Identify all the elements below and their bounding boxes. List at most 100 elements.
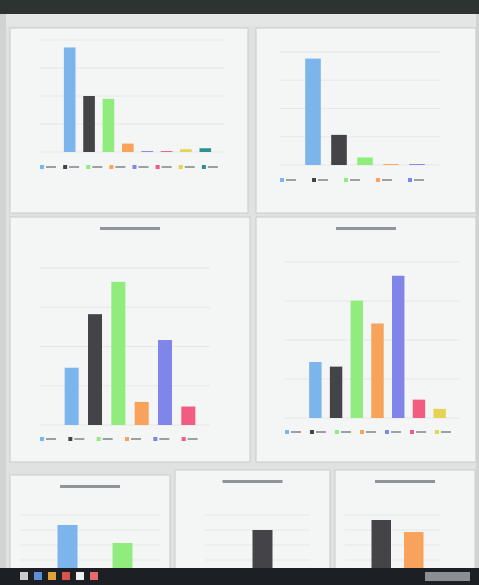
legend-text-placeholder — [316, 431, 326, 433]
bar — [111, 281, 126, 425]
legend-swatch — [96, 437, 101, 441]
legend-swatch — [109, 165, 114, 169]
legend-swatch — [280, 178, 284, 182]
legend-swatch — [63, 165, 68, 169]
bar — [199, 148, 212, 152]
bar — [102, 98, 115, 152]
legend-swatch — [310, 430, 314, 434]
legend-text-placeholder — [131, 438, 141, 440]
bar — [331, 134, 347, 165]
legend-swatch — [408, 178, 412, 182]
bar — [357, 157, 373, 165]
charts — [40, 47, 451, 575]
bar — [112, 543, 133, 575]
monitor-frame — [0, 0, 479, 14]
bar — [88, 314, 102, 425]
bar — [350, 300, 363, 418]
legend-swatch — [435, 430, 439, 434]
panel — [255, 27, 477, 214]
legend-text-placeholder — [382, 179, 392, 181]
bar — [404, 532, 424, 575]
legend-swatch — [344, 178, 348, 182]
taskbar-icon[interactable] — [76, 572, 84, 580]
bar — [409, 164, 425, 165]
bar — [141, 151, 153, 152]
bar — [134, 401, 149, 425]
legend-text-placeholder — [138, 166, 149, 168]
legend-text-placeholder — [416, 431, 426, 433]
bar — [63, 47, 76, 152]
taskbar-icon[interactable] — [20, 572, 28, 580]
legend-text-placeholder — [115, 166, 126, 168]
legend-text-placeholder — [184, 166, 195, 168]
taskbar — [0, 568, 479, 585]
legend-swatch — [40, 437, 44, 441]
bar — [371, 520, 391, 575]
legend-text-placeholder — [391, 431, 401, 433]
legend-text-placeholder — [187, 438, 198, 440]
title-placeholder — [100, 227, 160, 230]
bar — [57, 525, 78, 575]
bar — [158, 340, 172, 425]
legend-text-placeholder — [286, 179, 296, 181]
bar — [309, 362, 322, 418]
legend-text-placeholder — [161, 166, 172, 168]
legend-swatch — [285, 430, 289, 434]
bar — [122, 143, 134, 152]
legend-swatch — [68, 437, 73, 441]
panel — [9, 216, 251, 463]
legend-swatch — [360, 430, 364, 434]
bar — [64, 367, 79, 425]
bar — [181, 406, 196, 425]
legend-text-placeholder — [207, 166, 218, 168]
title-placeholder — [375, 480, 435, 483]
legend-text-placeholder — [318, 179, 328, 181]
title-placeholder — [336, 227, 396, 230]
bar — [371, 323, 384, 418]
legend-text-placeholder — [74, 438, 85, 440]
taskbar-icon[interactable] — [48, 572, 56, 580]
legend-swatch — [181, 437, 186, 441]
panels — [9, 27, 477, 576]
legend-text-placeholder — [341, 431, 351, 433]
browser-bar — [6, 14, 476, 26]
legend-swatch — [40, 165, 44, 169]
legend-swatch — [376, 178, 380, 182]
bar — [392, 275, 405, 418]
bar — [83, 96, 95, 152]
legend-swatch — [335, 430, 339, 434]
legend-swatch — [201, 165, 206, 169]
legend-text-placeholder — [291, 431, 301, 433]
system-tray — [425, 572, 470, 581]
legend-text-placeholder — [350, 179, 360, 181]
legend-swatch — [385, 430, 389, 434]
taskbar-icon[interactable] — [34, 572, 42, 580]
legend-text-placeholder — [102, 438, 113, 440]
legend-swatch — [178, 165, 183, 169]
legend-text-placeholder — [414, 179, 424, 181]
legend-text-placeholder — [366, 431, 376, 433]
title-placeholder — [222, 480, 283, 483]
legend-swatch — [312, 178, 316, 182]
legend-swatch — [86, 165, 91, 169]
legend-text-placeholder — [159, 438, 170, 440]
bar — [433, 408, 446, 418]
legend-text-placeholder — [46, 438, 56, 440]
legend-swatch — [155, 165, 160, 169]
bar — [383, 164, 399, 165]
bar — [160, 151, 173, 152]
bar — [329, 366, 343, 418]
taskbar-icon[interactable] — [62, 572, 70, 580]
legend-swatch — [153, 437, 158, 441]
bar — [412, 399, 426, 418]
taskbar-icon[interactable] — [90, 572, 98, 580]
legend-swatch — [125, 437, 129, 441]
legend-text-placeholder — [92, 166, 103, 168]
bar — [180, 149, 192, 152]
bar — [252, 530, 273, 575]
legend-text-placeholder — [69, 166, 80, 168]
title-placeholder — [60, 485, 120, 488]
bar — [305, 58, 321, 165]
